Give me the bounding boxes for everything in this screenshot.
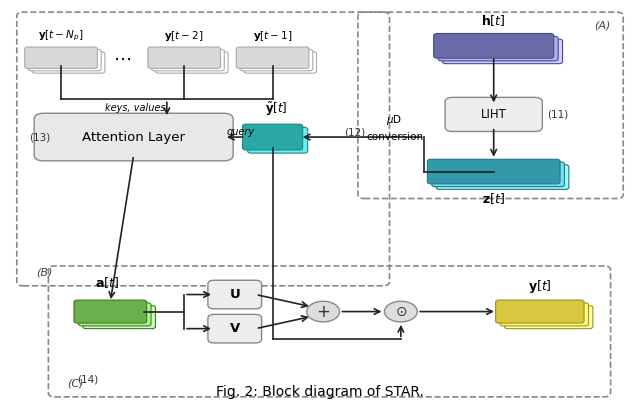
Text: $\mathbf{y}[t-N_p]$: $\mathbf{y}[t-N_p]$ [38,28,84,43]
FancyBboxPatch shape [438,36,558,61]
Text: keys, values: keys, values [105,103,166,113]
Text: Fig. 2: Block diagram of STAR.: Fig. 2: Block diagram of STAR. [216,385,424,399]
FancyBboxPatch shape [78,303,151,326]
FancyBboxPatch shape [445,97,542,132]
FancyBboxPatch shape [83,306,156,328]
FancyBboxPatch shape [74,300,147,323]
FancyBboxPatch shape [152,49,224,71]
Text: (11): (11) [547,109,569,119]
FancyBboxPatch shape [248,127,308,153]
FancyBboxPatch shape [240,49,313,71]
Circle shape [307,301,340,322]
FancyBboxPatch shape [244,52,317,73]
Text: $\mathbf{z}[t]$: $\mathbf{z}[t]$ [483,191,505,206]
FancyBboxPatch shape [29,49,101,71]
Text: Attention Layer: Attention Layer [82,130,185,143]
Text: (12): (12) [344,127,365,137]
Text: $\cdots$: $\cdots$ [113,50,131,68]
Text: $\mathbf{y}[t]$: $\mathbf{y}[t]$ [528,278,552,295]
FancyBboxPatch shape [208,280,262,309]
FancyBboxPatch shape [34,113,233,161]
Text: $\tilde{\mathbf{y}}[t]$: $\tilde{\mathbf{y}}[t]$ [264,101,287,118]
Text: +: + [316,303,330,321]
Text: $\mathbf{y}[t-1]$: $\mathbf{y}[t-1]$ [253,29,292,43]
Text: (B): (B) [36,268,52,278]
Circle shape [385,301,417,322]
Text: LIHT: LIHT [481,108,507,121]
Text: $\mathbf{a}[t]$: $\mathbf{a}[t]$ [95,275,119,290]
FancyBboxPatch shape [500,303,588,326]
Text: U: U [229,288,240,301]
Text: (13): (13) [29,132,51,142]
FancyBboxPatch shape [428,159,560,184]
FancyBboxPatch shape [504,306,593,328]
FancyBboxPatch shape [436,165,569,190]
Text: query: query [227,127,255,137]
FancyBboxPatch shape [25,47,97,68]
Text: V: V [230,322,240,335]
FancyBboxPatch shape [243,124,303,150]
Text: (A): (A) [594,20,611,30]
FancyBboxPatch shape [148,47,221,68]
Text: $\mu$D: $\mu$D [387,113,403,127]
FancyBboxPatch shape [432,162,564,187]
Text: (14): (14) [77,375,98,385]
Text: $\mathbf{h}[t]$: $\mathbf{h}[t]$ [481,13,506,28]
FancyBboxPatch shape [442,39,563,64]
Text: conversion: conversion [366,132,423,142]
Text: $\odot$: $\odot$ [395,305,407,319]
Text: (C): (C) [67,379,84,389]
Text: $\mathbf{y}[t-2]$: $\mathbf{y}[t-2]$ [164,29,204,43]
FancyBboxPatch shape [208,314,262,343]
FancyBboxPatch shape [495,300,584,323]
FancyBboxPatch shape [236,47,309,68]
FancyBboxPatch shape [156,52,228,73]
FancyBboxPatch shape [32,52,105,73]
FancyBboxPatch shape [434,34,554,58]
